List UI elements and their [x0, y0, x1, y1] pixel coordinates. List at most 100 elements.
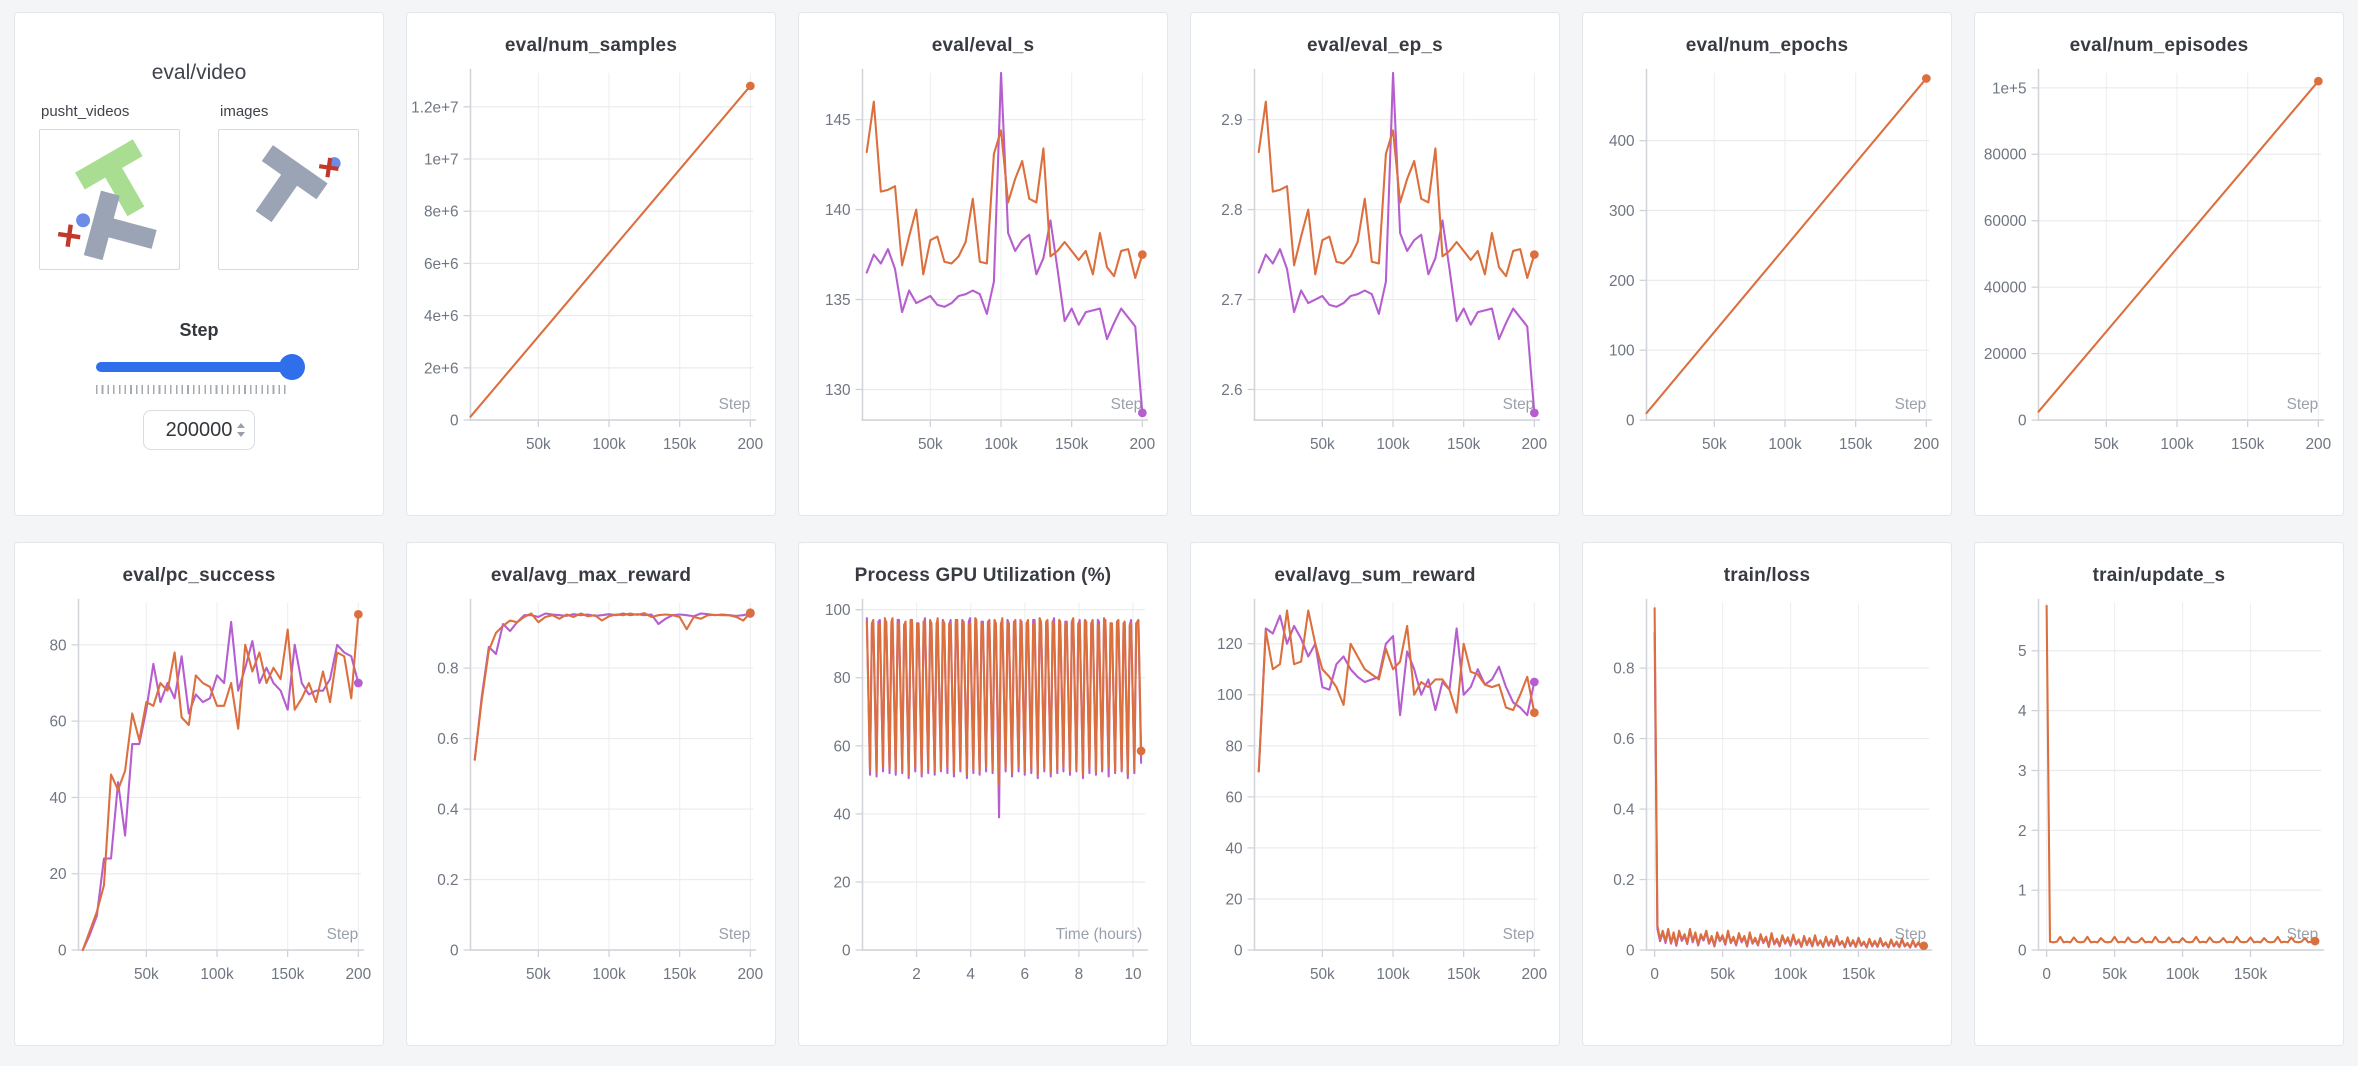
x-tick-label: 6: [1021, 966, 1030, 983]
y-tick-label: 2: [2018, 823, 2027, 840]
stepper-control[interactable]: [237, 423, 245, 437]
y-tick-label: 80: [1225, 738, 1242, 755]
chart-canvas[interactable]: 0 2e+6 4e+6 6e+6 8e+6 1e+7 1.2e+7 50k 100k 150k 20…: [407, 59, 775, 491]
y-tick-label: 0: [450, 413, 459, 430]
chart-panel: train/update_s 0 1 2 3 4 5 0 50k 100k 150k Step: [1974, 542, 2344, 1046]
chart-title: Process GPU Utilization (%): [854, 565, 1112, 586]
y-tick-label: 1.2e+7: [411, 99, 458, 116]
x-tick-label: 100k: [1376, 436, 1410, 453]
step-value: 200000: [165, 418, 233, 441]
series-line-orange: [1257, 609, 1536, 773]
chart-canvas[interactable]: 0 20000 40000 60000 80000 1e+5 50k 100k 150k 200 S…: [1975, 59, 2343, 491]
y-tick-label: 80000: [1984, 147, 2027, 164]
chart-title: eval/avg_sum_reward: [1274, 565, 1476, 586]
y-tick-label: 145: [825, 112, 851, 129]
series-end-dot-orange: [2313, 76, 2323, 86]
series-end-dot-orange: [1919, 941, 1929, 951]
stepper-down-icon[interactable]: [237, 432, 245, 437]
series-line-purple: [1257, 71, 1536, 414]
chart-title: eval/eval_s: [931, 35, 1035, 56]
chart-canvas[interactable]: 2.6 2.7 2.8 2.9 50k 100k 150k 200 Step: [1191, 59, 1559, 491]
y-tick-label: 0.2: [1613, 872, 1634, 889]
goal-cross-icon: [57, 224, 81, 247]
y-tick-label: 100: [825, 602, 851, 619]
chart-canvas[interactable]: 0 0.2 0.4 0.6 0.8 50k 100k 150k 200 Step: [407, 589, 775, 1021]
y-tick-label: 0: [1626, 943, 1635, 960]
x-tick-label: 150k: [1055, 436, 1089, 453]
media-caption: pusht_videos: [41, 103, 130, 120]
chart-panel: eval/num_episodes 0 20000 40000 60000 80000 1e…: [1974, 12, 2344, 516]
gray-tee-shape: [255, 145, 328, 223]
y-tick-label: 3: [2018, 763, 2027, 780]
series-end-dot-orange: [1137, 250, 1147, 259]
x-tick-label: 100k: [1774, 966, 1808, 983]
chart-canvas[interactable]: 0 100 200 300 400 50k 100k 150k 200 Step: [1583, 59, 1951, 491]
x-tick-label: 150k: [663, 966, 697, 983]
chart-title: eval/avg_max_reward: [490, 565, 692, 586]
y-tick-label: 20000: [1984, 346, 2027, 363]
y-tick-label: 4: [2018, 703, 2027, 720]
y-tick-label: 200: [1609, 273, 1635, 290]
chart-canvas[interactable]: 0 20 40 60 80 100 120 50k 100k 150k 200 Step: [1191, 589, 1559, 1021]
x-tick-label: 10: [1124, 966, 1141, 983]
y-tick-label: 0: [842, 943, 851, 960]
x-tick-label: 2: [912, 966, 921, 983]
x-tick-label: 50k: [526, 966, 551, 983]
x-tick-label: 100k: [592, 966, 626, 983]
chart-title: eval/num_episodes: [2069, 35, 2249, 56]
step-number-input[interactable]: 200000: [143, 410, 255, 450]
y-tick-label: 0.6: [437, 731, 458, 748]
stepper-up-icon[interactable]: [237, 423, 245, 428]
panel-title: eval/video: [151, 61, 247, 84]
x-axis-label: Step: [719, 396, 751, 413]
x-tick-label: 100k: [2160, 436, 2194, 453]
chart-panel: eval/avg_sum_reward 0 20 40 60 80 100 120 50k 100…: [1190, 542, 1560, 1046]
chart-canvas[interactable]: 130 135 140 145 50k 100k 150k 200 Step: [799, 59, 1167, 491]
chart-canvas[interactable]: 0 0.2 0.4 0.6 0.8 0 50k 100k 150k Step: [1583, 589, 1951, 1021]
x-tick-label: 100k: [1376, 966, 1410, 983]
x-tick-label: 200: [1914, 436, 1940, 453]
y-tick-label: 2.9: [1221, 112, 1242, 129]
images-thumbnail[interactable]: [218, 129, 359, 270]
media-pusht-videos: pusht_videos: [39, 103, 180, 270]
series-end-dot-purple: [353, 678, 363, 688]
step-slider[interactable]: [96, 354, 305, 380]
y-tick-label: 400: [1609, 133, 1635, 150]
step-slider-label: Step: [179, 320, 219, 340]
slider-thumb[interactable]: [279, 354, 305, 380]
pusht-scene-illustration: [57, 139, 157, 261]
y-tick-label: 0: [2018, 413, 2027, 430]
pusht-video-thumbnail[interactable]: [39, 129, 180, 270]
y-tick-label: 0: [1234, 943, 1243, 960]
y-tick-label: 6e+6: [424, 256, 459, 273]
x-tick-label: 50k: [134, 966, 159, 983]
chart-canvas[interactable]: 0 1 2 3 4 5 0 50k 100k 150k Step: [1975, 589, 2343, 1021]
series-end-dot-orange: [353, 609, 363, 619]
x-axis-label: Step: [2287, 396, 2319, 413]
chart-canvas[interactable]: 0 20 40 60 80 100 2 4 6 8 10 Time (hours): [799, 589, 1167, 1021]
chart-title: eval/num_epochs: [1685, 35, 1849, 56]
slider-track[interactable]: [96, 362, 302, 372]
y-tick-label: 300: [1609, 203, 1635, 220]
x-axis-label: Step: [327, 926, 359, 943]
series-end-dot-purple: [1529, 408, 1539, 418]
gray-tee-shape: [83, 190, 157, 261]
series-line-orange: [1257, 100, 1536, 279]
x-tick-label: 50k: [918, 436, 943, 453]
y-tick-label: 1e+7: [424, 151, 459, 168]
series-end-dot-orange: [1136, 746, 1146, 756]
chart-canvas[interactable]: 0 20 40 60 80 50k 100k 150k 200 Step: [15, 589, 383, 1021]
agent-dot: [76, 213, 91, 228]
series-line-purple: [1257, 614, 1536, 773]
y-tick-label: 120: [1217, 636, 1243, 653]
x-tick-label: 150k: [663, 436, 697, 453]
step-control-block: Step 200000: [15, 320, 383, 450]
x-tick-label: 50k: [1702, 436, 1727, 453]
y-tick-label: 0.2: [437, 872, 458, 889]
x-axis-label: Time (hours): [1056, 926, 1142, 943]
y-tick-label: 0.8: [1613, 661, 1634, 678]
x-tick-label: 200: [1130, 436, 1156, 453]
y-tick-label: 2e+6: [424, 360, 459, 377]
y-tick-label: 60000: [1984, 213, 2027, 230]
x-tick-label: 150k: [271, 966, 305, 983]
